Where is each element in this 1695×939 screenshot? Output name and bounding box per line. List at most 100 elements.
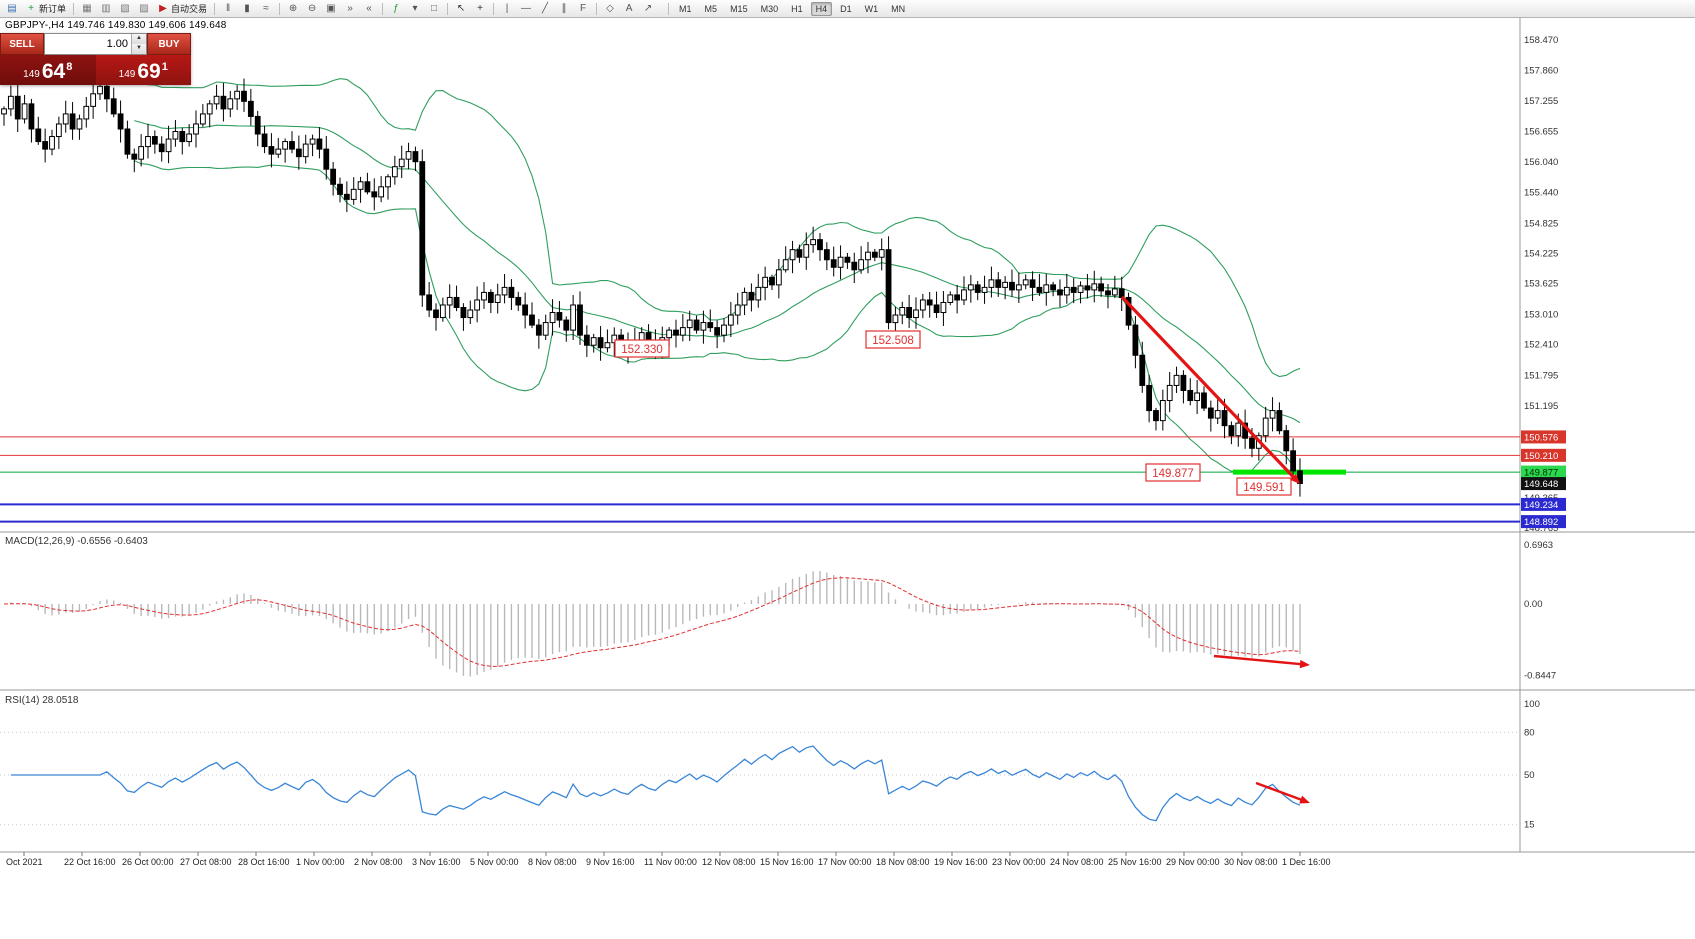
svg-text:24 Nov 08:00: 24 Nov 08:00 <box>1050 857 1104 867</box>
svg-text:152.410: 152.410 <box>1524 340 1558 351</box>
main-toolbar: ▤ + 新订单 ▦ ▥ ▧ ▨ ▶ 自动交易 ‖ ▮ ≈ ⊕ ⊖ ▣ » « ƒ ▾ □ ↖ + | — ╱ ∥ F ◇ A ↗ M1 M5 M… <box>0 0 1695 18</box>
horizontal-levels <box>0 436 1520 523</box>
buy-price-display[interactable]: 149 69 1 <box>95 55 191 85</box>
svg-text:148.892: 148.892 <box>1524 517 1558 528</box>
svg-text:3 Nov 16:00: 3 Nov 16:00 <box>412 857 461 867</box>
trendline-icon[interactable]: ╱ <box>536 1 554 17</box>
data-window-icon: ▥ <box>101 2 111 14</box>
line-chart-icon[interactable]: ≈ <box>257 1 275 17</box>
market-watch-icon: ▦ <box>82 2 92 14</box>
tile-windows-icon: ▣ <box>326 2 336 14</box>
auto-scroll-icon[interactable]: » <box>341 1 359 17</box>
timeframe-h4-button[interactable]: H4 <box>810 1 833 16</box>
svg-text:1 Dec 16:00: 1 Dec 16:00 <box>1282 857 1331 867</box>
navigator-icon[interactable]: ▧ <box>116 1 134 17</box>
svg-text:156.040: 156.040 <box>1524 157 1558 168</box>
svg-text:8 Nov 08:00: 8 Nov 08:00 <box>528 857 577 867</box>
horizontal-line-icon[interactable]: — <box>517 1 535 17</box>
svg-text:149.234: 149.234 <box>1524 500 1558 511</box>
templates-icon[interactable]: □ <box>425 1 443 17</box>
svg-text:156.655: 156.655 <box>1524 126 1558 137</box>
zoom-out-icon: ⊖ <box>307 2 317 14</box>
zoom-in-icon[interactable]: ⊕ <box>284 1 302 17</box>
svg-text:25 Nov 16:00: 25 Nov 16:00 <box>1108 857 1162 867</box>
periods-icon: ▾ <box>412 2 418 14</box>
svg-text:157.860: 157.860 <box>1524 66 1558 77</box>
timeframe-h1-button[interactable]: H1 <box>791 3 803 14</box>
timeframe-mn-button[interactable]: MN <box>891 3 906 14</box>
terminal-icon: ▨ <box>139 2 149 14</box>
autotrading-button[interactable]: ▶ 自动交易 <box>154 1 210 17</box>
svg-text:28 Oct 16:00: 28 Oct 16:00 <box>238 857 290 867</box>
new-order-button[interactable]: + 新订单 <box>22 1 69 17</box>
chart-window-icon[interactable]: ▤ <box>3 1 21 17</box>
time-axis: Oct 2021 22 Oct 16:00 26 Oct 00:00 27 Oct 0… <box>6 852 1331 867</box>
data-window-icon[interactable]: ▥ <box>97 1 115 17</box>
zoom-in-icon: ⊕ <box>288 2 298 14</box>
svg-text:18 Nov 08:00: 18 Nov 08:00 <box>876 857 930 867</box>
volume-up-button[interactable]: ▲ <box>132 34 146 44</box>
svg-text:150.210: 150.210 <box>1524 451 1558 462</box>
bar-chart-icon[interactable]: ‖ <box>219 1 237 17</box>
buy-price-prefix: 149 <box>118 69 136 80</box>
timeframe-m30-button[interactable]: M30 <box>760 3 779 14</box>
rsi-plot <box>0 731 1520 826</box>
buy-button[interactable]: BUY <box>147 33 191 55</box>
svg-text:30 Nov 08:00: 30 Nov 08:00 <box>1224 857 1278 867</box>
periods-icon[interactable]: ▾ <box>406 1 424 17</box>
market-watch-icon[interactable]: ▦ <box>78 1 96 17</box>
timeframe-m5-button[interactable]: M5 <box>704 3 718 14</box>
svg-text:153.625: 153.625 <box>1524 279 1558 290</box>
svg-text:152.508: 152.508 <box>872 335 914 347</box>
vertical-line-icon: | <box>505 2 509 14</box>
terminal-icon[interactable]: ▨ <box>135 1 153 17</box>
chart-shift-icon: « <box>366 2 372 14</box>
vertical-line-icon[interactable]: | <box>498 1 516 17</box>
svg-text:-0.8447: -0.8447 <box>1524 671 1556 682</box>
candles-layer <box>1 75 1303 497</box>
indicators-icon: ƒ <box>393 2 399 14</box>
fibonacci-icon[interactable]: F <box>574 1 592 17</box>
svg-text:155.440: 155.440 <box>1524 187 1558 198</box>
bar-chart-icon: ‖ <box>225 2 231 14</box>
candlestick-chart-icon[interactable]: ▮ <box>238 1 256 17</box>
svg-text:1 Nov 00:00: 1 Nov 00:00 <box>296 857 345 867</box>
zoom-out-icon[interactable]: ⊖ <box>303 1 321 17</box>
channel-icon[interactable]: ∥ <box>555 1 573 17</box>
timeframe-m15-button[interactable]: M15 <box>730 3 748 14</box>
toolbar-separator <box>493 2 495 15</box>
cursor-icon[interactable]: ↖ <box>452 1 470 17</box>
chart-shift-icon[interactable]: « <box>360 1 378 17</box>
horizontal-line-icon: — <box>521 2 532 14</box>
timeframe-d1-button[interactable]: D1 <box>840 3 852 14</box>
svg-text:Oct 2021: Oct 2021 <box>6 857 43 867</box>
sell-price-display[interactable]: 149 64 8 <box>0 55 96 85</box>
svg-text:26 Oct 00:00: 26 Oct 00:00 <box>122 857 174 867</box>
svg-text:9 Nov 16:00: 9 Nov 16:00 <box>586 857 635 867</box>
indicators-icon[interactable]: ƒ <box>387 1 405 17</box>
timeframe-w1-button[interactable]: W1 <box>864 3 879 14</box>
svg-text:27 Oct 08:00: 27 Oct 08:00 <box>180 857 232 867</box>
svg-text:15 Nov 16:00: 15 Nov 16:00 <box>760 857 814 867</box>
volume-down-button[interactable]: ▼ <box>132 44 146 54</box>
arrow-tool-icon[interactable]: ↗ <box>639 1 657 17</box>
svg-text:15: 15 <box>1524 820 1535 831</box>
tile-windows-icon[interactable]: ▣ <box>322 1 340 17</box>
svg-text:149.877: 149.877 <box>1524 468 1558 479</box>
cursor-icon: ↖ <box>456 2 466 14</box>
macd-plot <box>3 570 1301 677</box>
volume-input[interactable] <box>45 34 131 54</box>
text-icon[interactable]: A <box>620 1 638 17</box>
toolbar-separator <box>214 2 216 15</box>
shapes-icon[interactable]: ◇ <box>601 1 619 17</box>
autotrading-button-label: 自动交易 <box>171 4 208 14</box>
line-chart-icon: ≈ <box>263 2 269 14</box>
toolbar-separator <box>382 2 384 15</box>
crosshair-icon[interactable]: + <box>471 1 489 17</box>
sell-button[interactable]: SELL <box>0 33 44 55</box>
toolbar-separator <box>596 2 598 15</box>
timeframe-m1-button[interactable]: M1 <box>679 3 692 14</box>
